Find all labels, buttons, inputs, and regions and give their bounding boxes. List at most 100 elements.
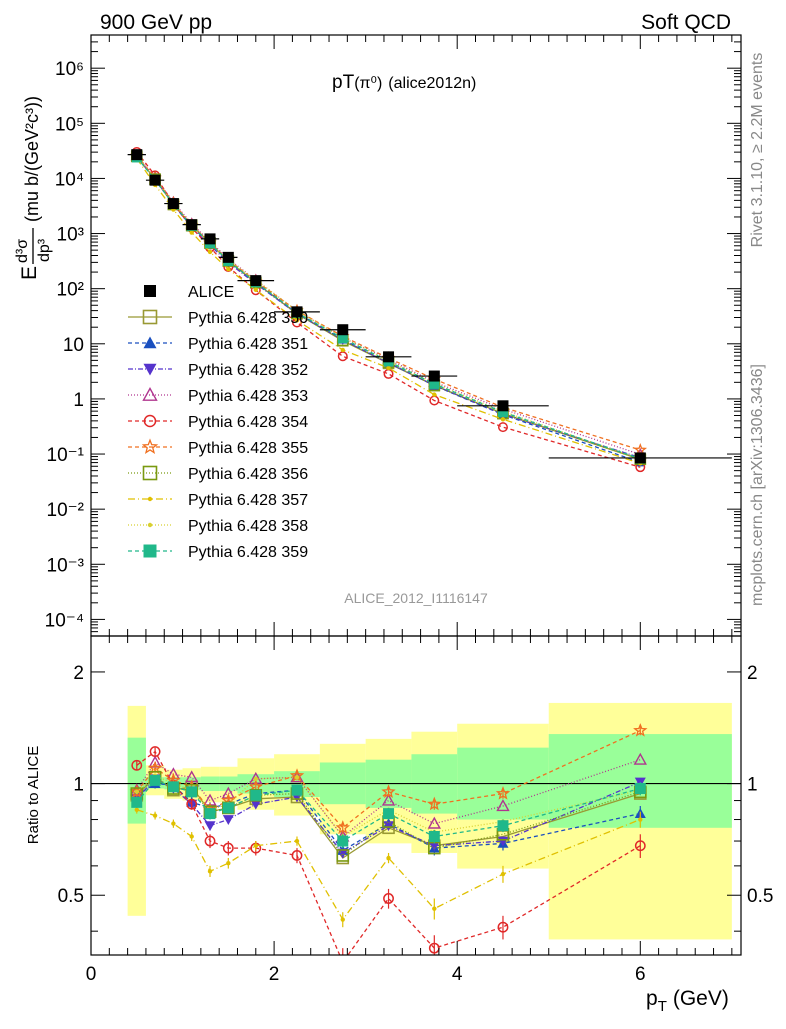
ratio-point-7-0 xyxy=(134,807,139,812)
data-point-11 xyxy=(497,400,509,412)
ratio-point-9-7 xyxy=(291,784,303,796)
legend-marker-8 xyxy=(147,496,153,502)
data-point-12 xyxy=(634,452,646,464)
y-tick-ratio-label-1: 1 xyxy=(73,775,84,796)
ratio-point-4-7 xyxy=(291,850,303,861)
data-point-6 xyxy=(250,275,262,287)
ratio-point-5-10 xyxy=(427,796,442,811)
legend-label-2: Pythia 6.428 351 xyxy=(188,336,308,353)
ratio-point-9-9 xyxy=(383,808,395,820)
ratio-point-3-10 xyxy=(427,816,441,829)
ratio-point-7-12 xyxy=(638,817,643,822)
legend-entry-2: Pythia 6.428 351 xyxy=(128,336,308,353)
ratio-point-9-2 xyxy=(167,781,179,793)
y-tick-label-1: 10⁻³ xyxy=(47,555,85,576)
main-point-4-11 xyxy=(497,422,508,433)
y-tick-label-0: 10⁻⁴ xyxy=(45,610,84,631)
legend-label-4: Pythia 6.428 353 xyxy=(188,388,308,405)
legend-entry-6: Pythia 6.428 355 xyxy=(128,438,308,457)
legend-entry-4: Pythia 6.428 353 xyxy=(128,387,308,405)
ylabel-top-E: E xyxy=(18,266,41,280)
data-point-5 xyxy=(222,251,234,263)
ratio-point-9-1 xyxy=(149,774,161,786)
y-tick-label-2: 10⁻² xyxy=(47,500,85,521)
ratio-point-2-9 xyxy=(383,821,395,832)
main-line-3 xyxy=(136,155,641,456)
ratio-point-5-11 xyxy=(495,785,511,800)
ratio-point-9-3 xyxy=(186,786,198,798)
y-tick-label-4: 1 xyxy=(73,390,84,411)
x-tick-label-0: 0 xyxy=(86,964,97,985)
main-point-7-5 xyxy=(226,266,231,272)
legend-entry-8: Pythia 6.428 357 xyxy=(128,492,308,509)
y-tick-label-7: 10³ xyxy=(57,225,84,246)
legend-marker-0 xyxy=(144,285,156,297)
ratio-point-4-3 xyxy=(186,798,198,810)
legend-marker-1 xyxy=(142,309,158,325)
data-point-9 xyxy=(383,351,395,363)
xlabel-sub: T xyxy=(658,998,667,1015)
ratio-point-7-2 xyxy=(171,821,176,826)
legend-entry-5: Pythia 6.428 354 xyxy=(128,414,308,431)
ratio-point-4-4 xyxy=(204,835,216,847)
ylabel-top-units: (mu b/(GeV²c³)) xyxy=(22,96,42,222)
ratio-point-9-10 xyxy=(428,830,440,842)
rivet-label: Rivet 3.1.10, ≥ 2.2M events xyxy=(749,53,766,248)
ratio-point-7-8 xyxy=(340,917,345,922)
xlabel-p: p xyxy=(646,987,658,1010)
main-point-9-11 xyxy=(497,407,508,418)
main-line-2 xyxy=(136,156,641,459)
ylabel-top: E d³σ dp³ (mu b/(GeV²c³)) xyxy=(14,96,53,280)
ratio-panel: 0 2 4 6 0.5 0.5 1 1 2 2 xyxy=(58,635,773,985)
main-point-4-8 xyxy=(337,351,348,362)
ratio-point-7-4 xyxy=(207,869,213,874)
legend-label-5: Pythia 6.428 354 xyxy=(188,414,308,431)
ratio-series-9 xyxy=(131,774,646,849)
main-point-9-10 xyxy=(429,378,440,389)
ratio-point-4-11 xyxy=(497,921,509,933)
legend-marker-4 xyxy=(142,387,158,401)
ratio-point-2-10 xyxy=(428,841,440,852)
data-point-0 xyxy=(131,149,143,161)
legend-entry-0: ALICE xyxy=(144,284,234,301)
legend-entry-1: Pythia 6.428 350 xyxy=(128,309,308,327)
legend: ALICE Pythia 6.428 350 Pythia 6.428 351 Pyt… xyxy=(128,284,308,561)
data-point-8 xyxy=(337,324,349,336)
plot-title-sub: (π⁰) xyxy=(354,75,382,92)
ratio-point-4-0 xyxy=(131,759,143,771)
legend-label-10: Pythia 6.428 359 xyxy=(188,544,308,561)
x-tick-label-1: 2 xyxy=(269,964,280,985)
ratio-point-7-9 xyxy=(386,855,391,861)
main-point-7-6 xyxy=(253,287,258,293)
legend-marker-5 xyxy=(143,414,157,428)
legend-label-6: Pythia 6.428 355 xyxy=(188,440,308,457)
y-tick-ratio-label-0: 0.5 xyxy=(58,886,84,907)
ratio-point-8-0 xyxy=(134,789,139,795)
ratio-point-4-12 xyxy=(634,840,646,852)
legend-entry-10: Pythia 6.428 359 xyxy=(128,544,308,561)
ratio-point-5-1 xyxy=(147,760,163,775)
legend-marker-9 xyxy=(147,522,153,528)
ratio-point-9-12 xyxy=(634,782,646,794)
y-tick-label-10: 10⁶ xyxy=(55,59,84,80)
legend-marker-10 xyxy=(143,544,157,558)
ratio-point-9-6 xyxy=(250,789,262,801)
mcplots-label: mcplots.cern.ch [arXiv:1306.3436] xyxy=(749,364,766,606)
main-point-7-9 xyxy=(386,365,391,371)
data-point-10 xyxy=(428,370,440,382)
ylabel-top-num: d³σ xyxy=(14,239,31,263)
legend-label-1: Pythia 6.428 350 xyxy=(188,310,308,327)
ratio-point-7-5 xyxy=(226,861,231,866)
legend-marker-2 xyxy=(143,336,157,349)
plot-title-main: pT xyxy=(332,72,355,93)
legend-label-0: ALICE xyxy=(188,284,234,301)
legend-entry-7: Pythia 6.428 356 xyxy=(128,465,308,483)
plot-title: pT(π⁰) (alice2012n) xyxy=(332,72,476,93)
main-point-7-8 xyxy=(340,347,345,353)
main-point-7-11 xyxy=(500,417,506,422)
ratio-point-9-8 xyxy=(337,835,349,847)
ratio-point-5-0 xyxy=(129,784,145,798)
legend-marker-7 xyxy=(142,465,158,481)
ratio-point-4-5 xyxy=(222,842,234,854)
